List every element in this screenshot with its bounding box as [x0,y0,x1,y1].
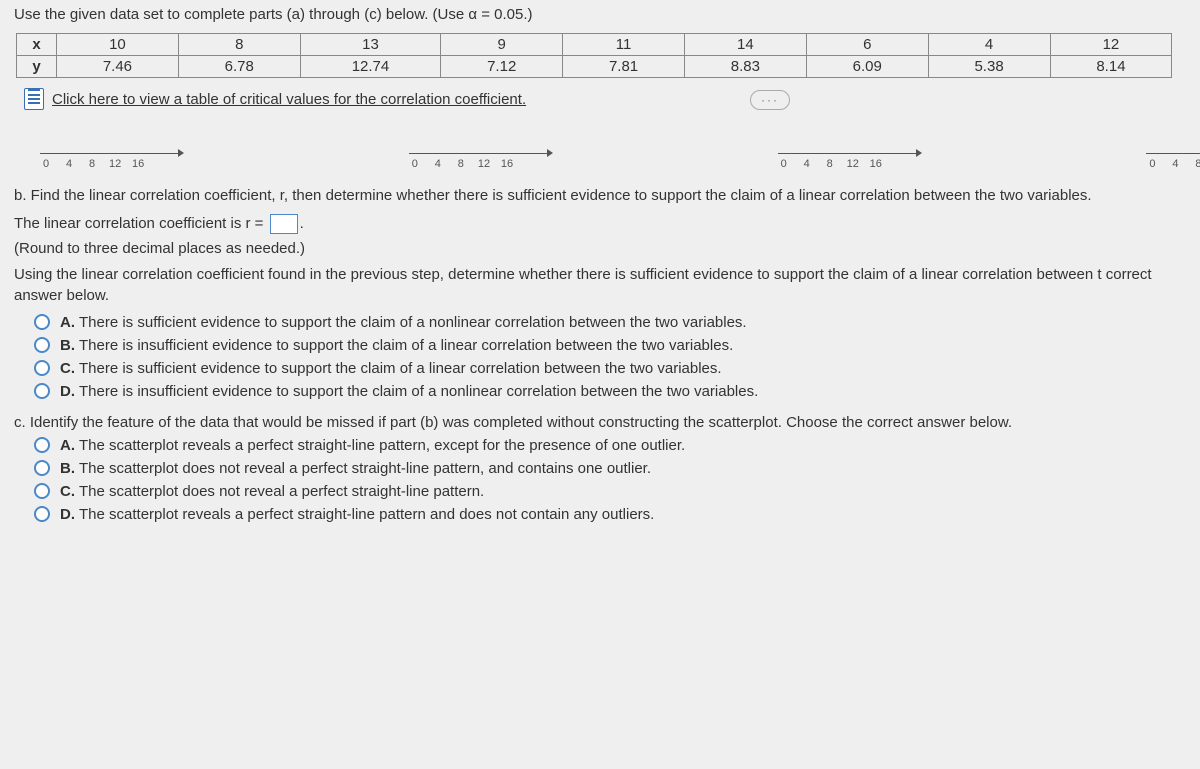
critical-values-link[interactable]: Click here to view a table of critical v… [52,91,526,108]
choices-part-b: A.There is sufficient evidence to suppor… [34,314,1190,400]
cell: 4 [928,34,1050,56]
data-table: x 10 8 13 9 11 14 6 4 12 y 7.46 6.78 12.… [16,33,1172,78]
cell: 8.83 [684,56,806,78]
cell: 8 [178,34,300,56]
cell: 7.46 [57,56,179,78]
cell: 9 [441,34,563,56]
part-c-prompt: c. Identify the feature of the data that… [14,414,1186,431]
r-value-input[interactable] [270,214,298,234]
cell: 7.12 [441,56,563,78]
radio-icon[interactable] [34,360,50,376]
scatter-axis-4: 0 4 8 [1146,138,1190,168]
cell: 13 [300,34,441,56]
rounding-note: (Round to three decimal places as needed… [14,240,1186,257]
row-label-y: y [17,56,57,78]
cell: 10 [57,34,179,56]
scatter-axis-1: 0 4 8 12 16 [40,138,149,168]
radio-icon[interactable] [34,506,50,522]
choice-c-c[interactable]: C.The scatterplot does not reveal a perf… [34,483,1190,500]
scatter-axis-3: 0 4 8 12 16 [778,138,887,168]
choice-b-b[interactable]: B.There is insufficient evidence to supp… [34,337,1190,354]
cell: 6.78 [178,56,300,78]
radio-icon[interactable] [34,437,50,453]
radio-icon[interactable] [34,314,50,330]
document-icon[interactable] [24,88,44,110]
radio-icon[interactable] [34,460,50,476]
cell: 6.09 [806,56,928,78]
cell: 5.38 [928,56,1050,78]
row-label-x: x [17,34,57,56]
part-b-prompt: b. Find the linear correlation coefficie… [14,186,1186,206]
cell: 7.81 [563,56,685,78]
cell: 6 [806,34,928,56]
cell: 11 [563,34,685,56]
instruction-text: Use the given data set to complete parts… [14,6,1190,23]
choice-c-a[interactable]: A.The scatterplot reveals a perfect stra… [34,437,1190,454]
cell: 12.74 [300,56,441,78]
more-options-badge[interactable]: ··· [750,90,790,110]
table-row-y: y 7.46 6.78 12.74 7.12 7.81 8.83 6.09 5.… [17,56,1172,78]
scatter-axis-2: 0 4 8 12 16 [409,138,518,168]
cell: 12 [1050,34,1172,56]
cell: 14 [684,34,806,56]
choice-b-d[interactable]: D.There is insufficient evidence to supp… [34,383,1190,400]
r-input-line: The linear correlation coefficient is r … [14,214,1186,234]
choice-text-with-cursor: There is sufficient evidence to support … [79,360,722,377]
radio-icon[interactable] [34,483,50,499]
choice-b-c[interactable]: C.There is sufficient evidence to suppor… [34,360,1190,377]
choice-c-b[interactable]: B.The scatterplot does not reveal a perf… [34,460,1190,477]
choice-c-d[interactable]: D.The scatterplot reveals a perfect stra… [34,506,1190,523]
cell: 8.14 [1050,56,1172,78]
radio-icon[interactable] [34,337,50,353]
table-row-x: x 10 8 13 9 11 14 6 4 12 [17,34,1172,56]
choices-part-c: A.The scatterplot reveals a perfect stra… [34,437,1190,523]
evidence-prompt: Using the linear correlation coefficient… [14,265,1186,306]
radio-icon[interactable] [34,383,50,399]
choice-b-a[interactable]: A.There is sufficient evidence to suppor… [34,314,1190,331]
